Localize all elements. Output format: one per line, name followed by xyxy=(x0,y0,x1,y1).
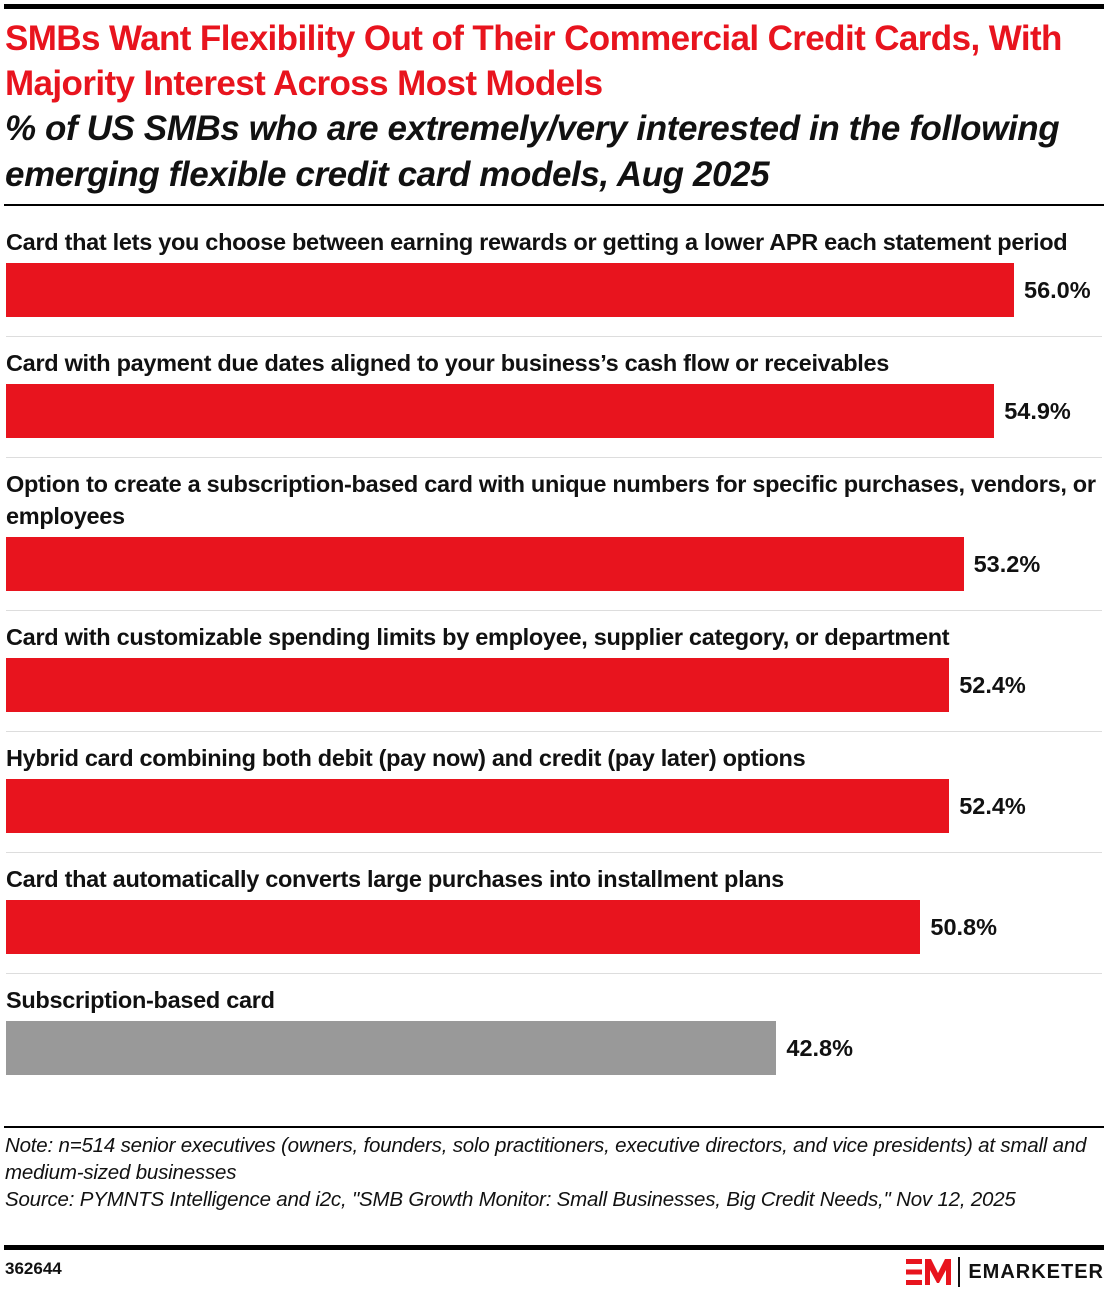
bar-track: 42.8% xyxy=(6,1021,1102,1075)
bar xyxy=(6,263,1014,317)
top-rule xyxy=(4,4,1104,9)
bar xyxy=(6,1021,777,1075)
bar-row: Card that lets you choose between earnin… xyxy=(6,206,1102,337)
bar xyxy=(6,537,964,591)
note-text: Note: n=514 senior executives (owners, f… xyxy=(5,1134,1087,1184)
bar-row: Card with payment due dates aligned to y… xyxy=(6,337,1102,458)
data-label: 52.4% xyxy=(959,672,1026,698)
data-label: 54.9% xyxy=(1004,398,1071,424)
bar-row: Card that automatically converts large p… xyxy=(6,853,1102,974)
category-label: Hybrid card combining both debit (pay no… xyxy=(6,745,806,771)
bar-track: 56.0% xyxy=(6,263,1102,317)
category-label: Option to create a subscription-based ca… xyxy=(6,471,1096,529)
bar-track: 50.8% xyxy=(6,900,1102,954)
chart-subtitle: % of US SMBs who are extremely/very inte… xyxy=(5,109,1060,194)
chart-title: SMBs Want Flexibility Out of Their Comme… xyxy=(5,19,1062,103)
bar-track: 52.4% xyxy=(6,779,1102,833)
category-label: Card that lets you choose between earnin… xyxy=(6,229,1068,255)
bar-row: Card with customizable spending limits b… xyxy=(6,611,1102,732)
em-logo-icon xyxy=(906,1259,952,1285)
footnotes: Note: n=514 senior executives (owners, f… xyxy=(5,1132,1100,1213)
category-label: Card with payment due dates aligned to y… xyxy=(6,350,890,376)
category-label: Subscription-based card xyxy=(6,987,275,1013)
bar-track: 52.4% xyxy=(6,658,1102,712)
source-text: Source: PYMNTS Intelligence and i2c, "SM… xyxy=(5,1188,1016,1211)
bar-chart: Card that lets you choose between earnin… xyxy=(6,206,1102,1094)
data-label: 50.8% xyxy=(930,914,998,940)
bar-track: 53.2% xyxy=(6,537,1102,591)
category-label: Card with customizable spending limits b… xyxy=(6,624,950,650)
logo-separator xyxy=(958,1257,961,1287)
bar xyxy=(6,779,950,833)
data-label: 56.0% xyxy=(1024,277,1091,303)
data-label: 52.4% xyxy=(959,793,1026,819)
header-divider xyxy=(4,204,1104,206)
bar-row: Hybrid card combining both debit (pay no… xyxy=(6,732,1102,853)
bar-row: Subscription-based card 42.8% xyxy=(6,974,1102,1094)
chart-id: 362644 xyxy=(5,1259,62,1278)
bar xyxy=(6,900,921,954)
bar-row: Option to create a subscription-based ca… xyxy=(6,458,1102,611)
data-label: 53.2% xyxy=(973,551,1041,577)
bar-track: 54.9% xyxy=(6,384,1102,438)
brand-name: EMARKETER xyxy=(968,1260,1104,1283)
bottom-rule xyxy=(4,1245,1104,1250)
bar xyxy=(6,384,995,438)
category-label: Card that automatically converts large p… xyxy=(6,866,784,892)
emarketer-logo: EMARKETER xyxy=(906,1256,1104,1288)
footer-divider xyxy=(4,1126,1104,1128)
data-label: 42.8% xyxy=(786,1035,854,1061)
bar xyxy=(6,658,950,712)
